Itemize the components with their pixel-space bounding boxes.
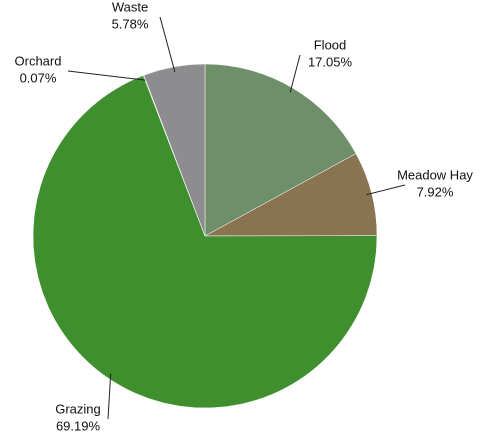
slice-value: 5.78%: [112, 16, 149, 31]
slice-value: 17.05%: [308, 54, 353, 69]
leader-line: [160, 17, 175, 72]
leader-line: [108, 374, 111, 419]
slice-value: 7.92%: [417, 184, 454, 199]
slice-label: Meadow Hay: [397, 167, 473, 182]
chart: Flood 17.05% Meadow Hay 7.92% Grazing 69.19% O…: [0, 0, 485, 436]
leader-line: [367, 185, 405, 195]
slice-label: Grazing: [55, 401, 101, 416]
leader-line: [290, 55, 300, 93]
slice-label: Flood: [314, 37, 347, 52]
leader-line: [68, 71, 145, 80]
slice-value: 0.07%: [20, 70, 57, 85]
slice-label: Orchard: [15, 53, 62, 68]
slice-value: 69.19%: [56, 418, 101, 433]
slice-label: Waste: [112, 0, 148, 14]
